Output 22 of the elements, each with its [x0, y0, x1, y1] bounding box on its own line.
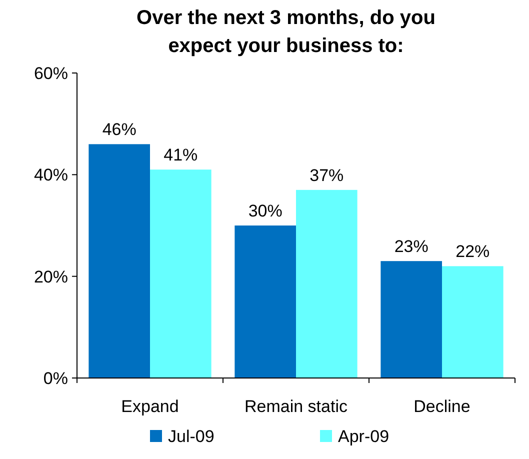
bar	[442, 266, 504, 378]
bar	[380, 261, 442, 378]
y-tick-label: 20%	[34, 267, 68, 286]
bar	[296, 190, 358, 378]
data-label: 30%	[248, 202, 282, 220]
data-label: 41%	[164, 146, 198, 165]
x-tick-label: Decline	[414, 397, 470, 416]
legend-label: Jul-09	[168, 427, 214, 446]
data-label: 37%	[310, 166, 344, 185]
bar	[88, 144, 150, 378]
x-tick-label: Expand	[121, 397, 179, 416]
data-label: 46%	[102, 120, 136, 140]
y-tick-label: 60%	[34, 64, 68, 83]
data-label: 22%	[456, 242, 490, 262]
x-tick-label: Remain static	[244, 397, 348, 416]
y-tick-label: 0%	[43, 368, 68, 388]
bar	[234, 226, 296, 378]
bar	[150, 170, 212, 378]
legend-label: Apr-09	[338, 427, 390, 446]
chart-title: Over the next 3 months, do you expect your business to:	[136, 7, 436, 57]
data-label: 23%	[394, 237, 428, 256]
y-tick-label: 40%	[34, 166, 68, 185]
